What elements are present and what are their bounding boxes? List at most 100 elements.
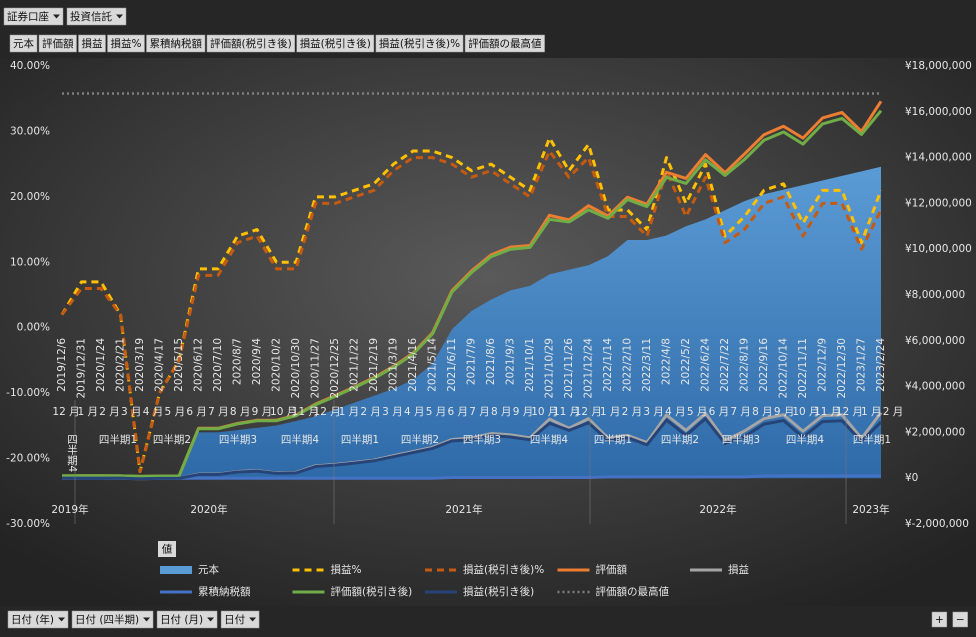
zoom-button[interactable]: − [952, 611, 968, 628]
date-label: 2022/11/11 [797, 338, 809, 399]
month-label: 11 月 [292, 406, 319, 418]
value-field-button[interactable]: 損益 [78, 34, 106, 53]
date-label: 2020/10/2 [271, 338, 283, 392]
axis-field-button[interactable]: 日付 (四半期) [71, 610, 154, 629]
filter-button[interactable]: 投資信託 [66, 7, 127, 26]
value-field-button[interactable]: 損益(税引き後) [296, 34, 375, 53]
date-label: 2020/7/10 [212, 338, 224, 392]
year-label: 2021年 [445, 503, 482, 516]
quarter-label: 四半期3 [722, 433, 760, 446]
month-label: 1 月 [339, 406, 360, 418]
quarter-label: 四半期1 [853, 433, 891, 446]
date-label: 2020/9/4 [251, 338, 263, 385]
month-label: 7 月 [730, 406, 751, 418]
month-label: 12 月 [52, 406, 79, 418]
month-label: 7 月 [208, 406, 229, 418]
y2-tick-label: ¥6,000,000 [905, 335, 965, 347]
axis-field-button[interactable]: 日付 [220, 610, 260, 629]
value-field-button-label: 元本 [13, 37, 34, 50]
date-label: 2020/10/30 [290, 338, 302, 399]
month-label: 4 月 [665, 406, 686, 418]
value-field-button[interactable]: 損益% [107, 34, 145, 53]
year-label: 2023年 [852, 503, 889, 516]
y-tick-label: 20.00% [10, 191, 50, 203]
axis-field-button[interactable]: 日付 (年) [7, 610, 69, 629]
value-field-button-label: 評価額 [42, 37, 74, 50]
legend-label: 損益 [728, 563, 749, 576]
date-label: 2021/2/19 [368, 338, 380, 392]
quarter-label: 四半期4 [786, 433, 824, 446]
filter-button-bg [66, 7, 127, 26]
month-label: 1 月 [77, 406, 98, 418]
filter-button[interactable]: 証券口座 [3, 7, 64, 26]
quarter-label: 四半期1 [594, 433, 632, 446]
month-label: 5 月 [165, 406, 186, 418]
month-label: 12 月 [575, 406, 602, 418]
date-label: 2022/6/24 [700, 338, 712, 392]
line-series [60, 136, 883, 474]
date-label: 2022/1/14 [602, 338, 614, 392]
quarter-label: 四半期4 [281, 433, 319, 446]
month-label: 3 月 [121, 406, 142, 418]
date-label: 2020/6/12 [193, 338, 205, 392]
zoom-button[interactable]: + [931, 611, 948, 628]
month-label: 5 月 [687, 406, 708, 418]
date-label: 2021/10/29 [544, 338, 556, 399]
zoom-button-label: + [935, 614, 944, 626]
date-label: 2021/3/19 [388, 338, 400, 392]
value-field-button[interactable]: 損益(税引き後)% [375, 34, 464, 53]
zoom-button-bg [931, 611, 948, 628]
value-field-button-label: 累積納税額 [149, 37, 202, 50]
date-label: 2022/8/19 [739, 338, 751, 392]
date-label: 2021/5/14 [427, 338, 439, 392]
axis-field-button-label: 日付 (月) [160, 613, 203, 626]
month-label: 4 月 [143, 406, 164, 418]
dropdown-arrow [143, 617, 151, 622]
value-field-button[interactable]: 累積納税額 [146, 34, 206, 53]
y2-tick-label: ¥0 [905, 472, 918, 484]
line-series [61, 417, 883, 481]
line-series [60, 149, 883, 474]
year-label: 2022年 [699, 503, 736, 516]
quarter-label: 四半期1 [341, 433, 379, 446]
legend-label: 損益(税引き後)% [463, 563, 544, 576]
month-label: 9 月 [774, 406, 795, 418]
value-field-button-bg [146, 34, 206, 53]
dropdown-arrow [58, 617, 66, 622]
zoom-button-bg [952, 611, 968, 628]
values-label: 値 [162, 543, 173, 556]
date-label: 2022/4/8 [661, 338, 673, 385]
value-field-button[interactable]: 評価額 [38, 34, 77, 53]
date-label: 2021/9/3 [505, 338, 517, 385]
date-label: 2020/3/19 [134, 338, 146, 392]
month-label: 12 月 [314, 406, 341, 418]
month-label: 10 月 [270, 406, 297, 418]
value-field-button[interactable]: 元本 [9, 34, 38, 53]
date-label: 2021/6/11 [446, 338, 458, 392]
y-tick-label: 10.00% [10, 256, 50, 268]
date-label: 2022/12/9 [817, 338, 829, 392]
month-label: 9 月 [513, 406, 534, 418]
date-label: 2022/2/10 [622, 338, 634, 392]
axis-field-button[interactable]: 日付 (月) [156, 610, 218, 629]
dropdown-arrow [249, 617, 257, 622]
quarter-label: 四半期2 [661, 433, 699, 446]
dropdown-arrow [207, 617, 215, 622]
axis-field-button-label: 日付 [224, 613, 245, 626]
line-series [62, 474, 881, 480]
y2-tick-label: ¥2,000,000 [905, 426, 965, 438]
area-series [62, 166, 881, 479]
value-field-button-bg [296, 34, 375, 53]
value-field-button[interactable]: 評価額(税引き後) [206, 34, 295, 53]
filter-button-label: 証券口座 [7, 10, 49, 23]
dropdown-arrow [53, 14, 60, 19]
date-label: 2021/12/24 [583, 338, 595, 399]
line-series [61, 109, 883, 478]
axis-field-button-bg [156, 610, 218, 629]
quarter-label: 四半期4 [66, 434, 78, 473]
axis-field-button-bg [71, 610, 154, 629]
quarter-label: 四半期2 [153, 433, 191, 446]
value-field-button[interactable]: 評価額の最高値 [464, 34, 545, 53]
date-label: 2020/5/15 [173, 338, 185, 392]
y2-tick-label: ¥16,000,000 [905, 106, 972, 118]
